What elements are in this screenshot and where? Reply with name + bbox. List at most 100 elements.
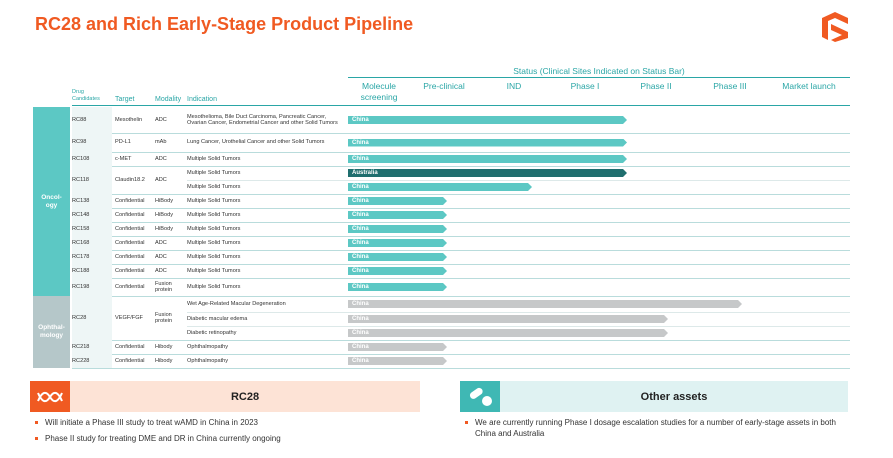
stage-header: Molecule screening (360, 81, 398, 102)
row-rule (72, 368, 850, 369)
group-label-line: ogy (45, 201, 58, 209)
drug-name: RC228 (72, 354, 112, 368)
row-rule (72, 152, 850, 153)
row-rule (72, 296, 850, 297)
bullet-text: Will initiate a Phase III study to treat… (35, 417, 405, 428)
group-label-line: Ophthal- (38, 324, 65, 331)
drug-target: Confidential (115, 239, 145, 246)
row-rule (72, 166, 850, 167)
indication: Multiple Solid Tumors (187, 239, 241, 246)
drug-target: c-MET (115, 155, 132, 162)
sub-rule (187, 326, 850, 327)
header-rule (72, 105, 850, 106)
drug-name: RC188 (72, 264, 112, 278)
drug-target: Confidential (115, 283, 145, 290)
indication: Mesothelioma, Bile Duct Carcinoma, Pancr… (187, 113, 338, 127)
status-rule (348, 77, 850, 78)
drug-name: RC148 (72, 208, 112, 222)
drug-target: Confidential (115, 225, 145, 232)
status-bar: Australia (348, 169, 627, 177)
status-bar: China (348, 267, 447, 275)
sub-rule (187, 312, 850, 313)
sub-rule (187, 180, 850, 181)
status-bar: China (348, 253, 447, 261)
column-header: Indication (187, 96, 217, 103)
drug-modality: Hibody (155, 357, 173, 364)
drug-modality: ADC (155, 267, 167, 274)
indication: Multiple Solid Tumors (187, 211, 241, 218)
status-bar: China (348, 155, 627, 163)
drug-modality: ADC (155, 155, 167, 162)
stage-header: Phase I (570, 81, 600, 91)
row-rule (72, 340, 850, 341)
drug-name: RC168 (72, 236, 112, 250)
bullet-text: Phase II study for treating DME and DR i… (35, 433, 405, 444)
indication: Wet Age-Related Macular Degeneration (187, 300, 286, 307)
column-header: Target (115, 96, 135, 103)
row-rule (72, 133, 850, 134)
group-label-line: mology (39, 332, 64, 339)
status-bar: China (348, 139, 627, 147)
row-rule (72, 222, 850, 223)
group-label: Oncol-ogy (33, 107, 70, 296)
status-header: Status (Clinical Sites Indicated on Stat… (513, 66, 685, 76)
status-bar: China (348, 343, 447, 351)
drug-modality: ADC (155, 253, 167, 260)
drug-name: RC138 (72, 194, 112, 208)
drug-modality: ADC (155, 239, 167, 246)
drug-modality: HiBody (155, 211, 174, 218)
indication: Multiple Solid Tumors (187, 225, 241, 232)
stage-header: Phase III (713, 81, 747, 91)
drug-target: PD-L1 (115, 139, 131, 146)
drug-modality: ADC (155, 116, 167, 123)
drug-name: RC118 (72, 166, 112, 194)
drug-name: RC178 (72, 250, 112, 264)
row-rule (72, 250, 850, 251)
drug-target: Mesothelin (115, 116, 143, 123)
indication: Diabetic retinopathy (187, 329, 237, 336)
indication: Multiple Solid Tumors (187, 197, 241, 204)
logo (822, 12, 848, 42)
row-rule (72, 264, 850, 265)
drug-modality: mAb (155, 139, 167, 146)
indication: Ophthalmopathy (187, 357, 229, 364)
status-bar: China (348, 283, 447, 291)
status-bar: China (348, 239, 447, 247)
stage-header: Pre-clinical (423, 81, 465, 91)
status-bar: China (348, 183, 532, 191)
rc28-icon (30, 381, 70, 412)
indication: Multiple Solid Tumors (187, 253, 241, 260)
indication: Multiple Solid Tumors (187, 283, 241, 290)
status-bar: China (348, 197, 447, 205)
bullet-text: We are currently running Phase I dosage … (465, 417, 845, 439)
drug-name: RC88 (72, 107, 112, 133)
status-bar: China (348, 116, 627, 124)
indication: Ophthalmopathy (187, 343, 229, 350)
drug-target: Confidential (115, 197, 145, 204)
status-bar: China (348, 225, 447, 233)
row-rule (72, 194, 850, 195)
group-label-line: Oncol- (41, 193, 62, 201)
drug-name: RC158 (72, 222, 112, 236)
row-rule (72, 278, 850, 279)
indication: Multiple Solid Tumors (187, 183, 241, 190)
drug-name: RC28 (72, 296, 112, 340)
group-label: Ophthal-mology (33, 296, 70, 368)
drug-target: Claudin18.2 (115, 176, 145, 183)
drug-target: Confidential (115, 253, 145, 260)
indication: Diabetic macular edema (187, 315, 248, 322)
status-bar: China (348, 300, 742, 308)
column-header: Modality (155, 96, 182, 103)
row-rule (72, 236, 850, 237)
drug-name: RC218 (72, 340, 112, 354)
drug-target: VEGF/FGF (115, 314, 143, 321)
status-bar: China (348, 329, 668, 337)
drug-name: RC98 (72, 133, 112, 152)
indication: Multiple Solid Tumors (187, 169, 241, 176)
drug-target: Confidential (115, 211, 145, 218)
drug-modality: HiBody (155, 225, 174, 232)
drug-modality: HiBody (155, 197, 174, 204)
status-bar: China (348, 211, 447, 219)
drug-name: RC108 (72, 152, 112, 166)
